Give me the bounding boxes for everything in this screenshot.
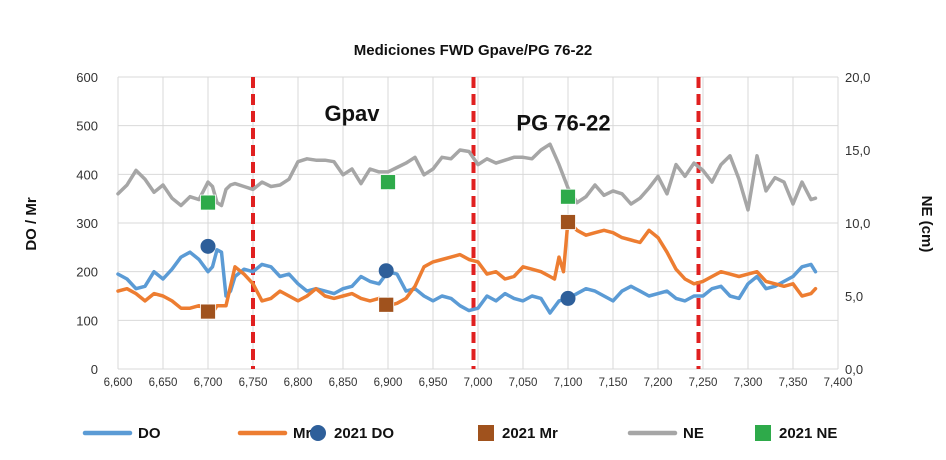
x-tick-label: 6,800 [284,377,313,389]
y-tick-label: 300 [76,216,98,231]
x-tick-label: 7,300 [734,377,763,389]
y-tick-label: 500 [76,119,98,134]
y-tick-label: 0 [91,362,98,377]
y2-axis-ticks: 0,0 5,0 10,0 15,0 20,0 [845,70,870,377]
point-2021-mr [378,296,395,313]
x-tick-label: 7,200 [644,377,673,389]
legend-label: 2021 Mr [502,425,558,442]
point-2021-mr [560,214,576,230]
x-tick-label: 6,950 [419,377,448,389]
grid [117,76,839,370]
x-tick-label: 7,400 [824,377,853,389]
legend-label: DO [138,425,161,442]
y2-tick-label: 10,0 [845,216,870,231]
y-tick-label: 100 [76,313,98,328]
x-tick-label: 6,750 [239,377,268,389]
y-tick-label: 200 [76,265,98,280]
point-2021-ne [380,174,396,191]
x-tick-label: 7,000 [464,377,493,389]
series-points [200,174,576,320]
point-2021-do [560,290,576,306]
annotation-label: Gpav [324,101,380,126]
series-line-ne [116,142,818,212]
x-tick-label: 6,600 [104,377,133,389]
x-tick-label: 6,650 [149,377,178,389]
y-tick-label: 600 [76,70,98,85]
y-tick-label: 400 [76,167,98,182]
point-2021-ne [200,194,216,211]
series-line-mr [116,218,818,315]
series-lines [116,142,818,315]
y2-tick-label: 0,0 [845,362,863,377]
x-tick-label: 7,100 [554,377,583,389]
point-2021-do [200,238,216,254]
y2-axis-label: NE (cm) [918,196,935,253]
x-tick-label: 7,350 [779,377,808,389]
legend: DO Mr 2021 DO 2021 Mr NE 2021 NE [82,425,837,442]
legend-label: 2021 DO [334,425,394,442]
y-axis-label: DO / Mr [23,197,40,250]
x-tick-label: 6,850 [329,377,358,389]
legend-swatch [478,425,494,441]
annotations: Gpav PG 76-22 [324,101,610,136]
point-2021-ne [560,188,576,205]
series-line-do [116,248,818,315]
x-tick-label: 6,700 [194,377,223,389]
x-tick-label: 7,050 [509,377,538,389]
legend-label: Mr [293,425,311,442]
point-2021-do [378,263,394,279]
x-axis-ticks: 6,600 6,650 6,700 6,750 6,800 6,850 6,900 6,950… [104,377,853,389]
legend-swatch [755,425,771,441]
y2-tick-label: 5,0 [845,289,863,304]
section-dividers [251,77,701,369]
legend-label: 2021 NE [779,425,837,442]
y2-tick-label: 15,0 [845,143,870,158]
y-axis-ticks: 0 100 200 300 400 500 600 [76,70,98,377]
chart-title: Mediciones FWD Gpave/PG 76-22 [354,42,592,59]
annotation-label: PG 76-22 [516,111,610,136]
legend-label: NE [683,425,704,442]
point-2021-mr [200,303,216,320]
x-tick-label: 6,900 [374,377,403,389]
x-tick-label: 7,150 [599,377,628,389]
y2-tick-label: 20,0 [845,70,870,85]
x-tick-label: 7,250 [689,377,718,389]
legend-swatch [310,425,326,441]
